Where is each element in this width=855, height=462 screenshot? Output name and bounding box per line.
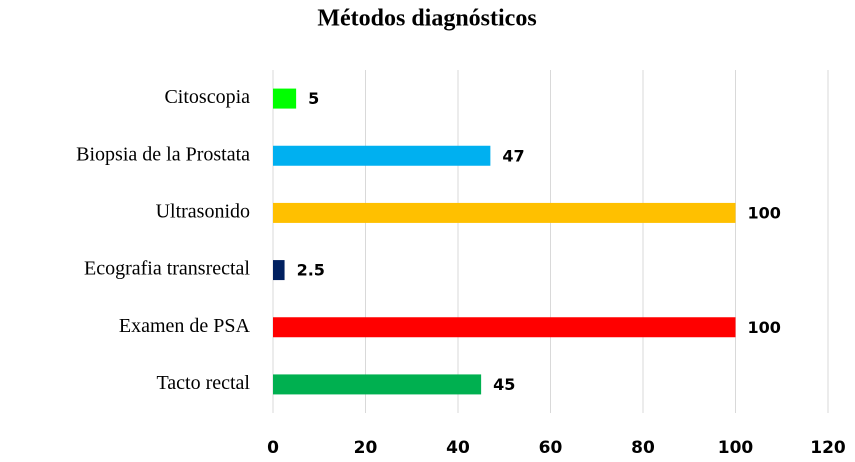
value-label: 2.5 [297,261,325,280]
y-tick-label: Citoscopia [164,86,250,108]
value-label: 5 [308,89,319,108]
chart-title: Métodos diagnósticos [317,6,536,32]
y-tick-label: Biopsia de la Prostata [76,143,250,165]
x-tick-label: 60 [539,438,563,458]
y-tick-label: Ecografia transrectal [84,258,250,280]
y-tick-label: Ultrasonido [156,201,250,223]
value-label: 47 [502,146,524,165]
y-tick-label: Tacto rectal [156,372,250,394]
value-label: 100 [748,203,781,222]
x-tick-label: 100 [718,438,754,458]
x-tick-label: 120 [810,438,846,458]
y-tick-label: Examen de PSA [119,315,251,337]
x-tick-label: 40 [446,438,470,458]
x-tick-label: 20 [354,438,378,458]
bar [273,374,482,395]
bar [273,260,285,281]
value-label: 100 [748,318,781,337]
x-tick-label: 80 [631,438,655,458]
x-tick-label: 0 [267,438,279,458]
bar [273,88,297,109]
bar [273,317,736,338]
value-label: 45 [493,375,515,394]
bar [273,145,491,166]
bar [273,202,736,223]
